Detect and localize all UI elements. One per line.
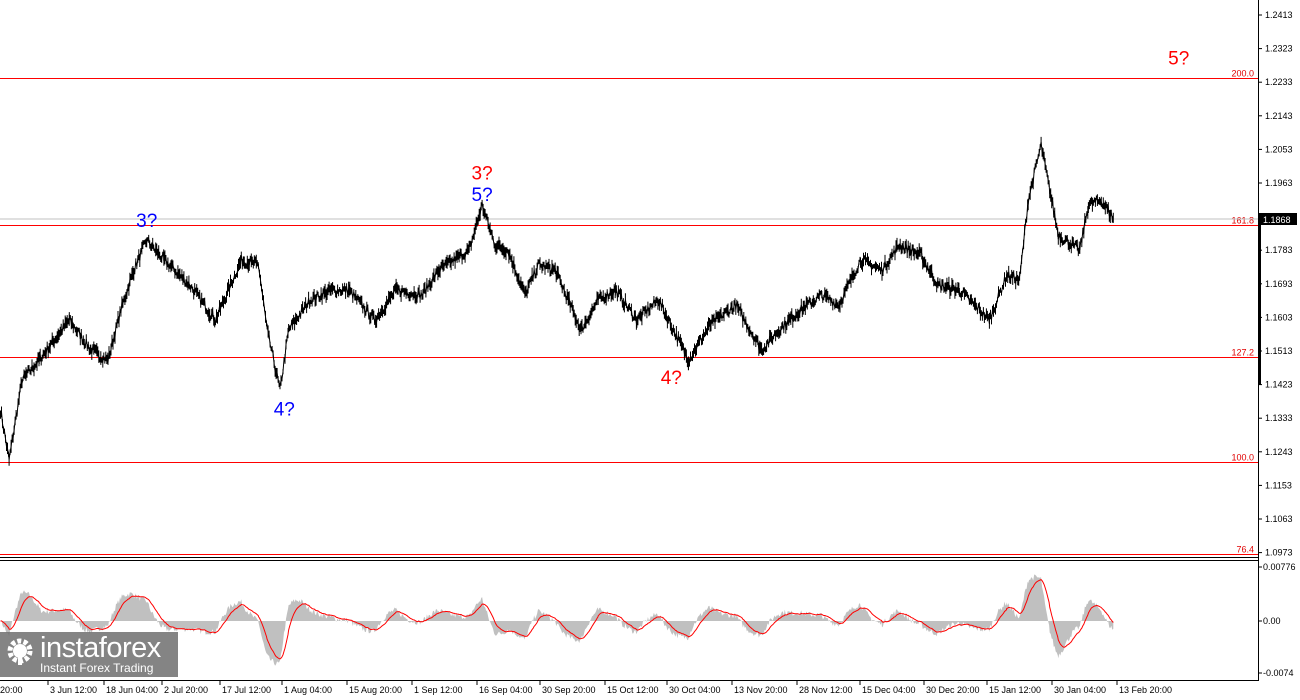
oscillator-signal-line <box>0 578 1114 660</box>
oscillator-panel <box>0 574 1114 666</box>
price-tick-label: 1.1063 <box>1265 514 1293 524</box>
fib-level-label: 100.0 <box>1231 453 1254 463</box>
oscillator-tick-label: 0.00776 <box>1263 562 1296 572</box>
time-tick-label: 1 Aug 04:00 <box>284 685 332 695</box>
oscillator-tick-label: -0.0074 <box>1263 668 1294 678</box>
instaforex-logo: instaforex Instant Forex Trading <box>0 632 178 677</box>
time-tick-label: 16 Sep 04:00 <box>479 685 533 695</box>
wave-labels: 3?4?5?3?4?5? <box>136 49 1189 421</box>
time-tick-label: 3 Jun 12:00 <box>50 685 97 695</box>
price-tick-label: 1.1783 <box>1265 245 1293 255</box>
time-tick-label: 28 Nov 12:00 <box>799 685 853 695</box>
time-tick-label: 13 Feb 20:00 <box>1119 685 1172 695</box>
fib-level-label: 127.2 <box>1231 348 1254 358</box>
time-tick-label: 15 Aug 20:00 <box>349 685 402 695</box>
price-series <box>0 136 1114 466</box>
price-tick-label: 1.2143 <box>1265 111 1293 121</box>
wave-label: 5? <box>472 185 493 206</box>
time-tick-label: 20:00 <box>0 685 23 695</box>
time-tick-label: 30 Jan 04:00 <box>1054 685 1106 695</box>
oscillator-histogram <box>0 574 1114 666</box>
price-scroll-bar <box>1258 225 1261 385</box>
price-tick-label: 1.1963 <box>1265 178 1293 188</box>
wave-label: 5? <box>1168 49 1189 70</box>
time-tick-label: 18 Jun 04:00 <box>106 685 158 695</box>
price-tick-label: 1.1513 <box>1265 346 1293 356</box>
time-tick-label: 15 Jan 12:00 <box>989 685 1041 695</box>
time-tick-label: 2 Jul 20:00 <box>164 685 208 695</box>
fibonacci-levels: 200.0 161.8 127.2 100.0 76.4 <box>0 69 1258 558</box>
time-tick-label: 15 Dec 04:00 <box>862 685 916 695</box>
price-axis[interactable]: 1.2413 1.2323 1.2233 1.2143 1.2053 1.1963 1.17… <box>1258 10 1293 558</box>
fib-level-label: 200.0 <box>1231 69 1254 79</box>
price-tick-label: 1.1423 <box>1265 380 1293 390</box>
time-tick-label: 30 Oct 04:00 <box>669 685 721 695</box>
gear-logo-icon <box>7 638 33 665</box>
price-tick-label: 1.1693 <box>1265 279 1293 289</box>
price-tick-label: 1.2233 <box>1265 77 1293 87</box>
time-tick-label: 1 Sep 12:00 <box>414 685 463 695</box>
price-tick-label: 1.2323 <box>1265 44 1293 54</box>
time-axis[interactable]: 20:00 3 Jun 12:00 18 Jun 04:00 2 Jul 20:00 1… <box>0 681 1172 695</box>
time-tick-label: 17 Jul 12:00 <box>222 685 271 695</box>
price-tick-label: 1.2053 <box>1265 144 1293 154</box>
price-tick-label: 1.2413 <box>1265 10 1293 20</box>
fib-level-label: 76.4 <box>1236 545 1254 555</box>
current-price-marker <box>1259 213 1297 225</box>
fib-level-label: 161.8 <box>1231 216 1254 226</box>
wave-label: 3? <box>472 164 493 185</box>
oscillator-tick-label: 0.00 <box>1263 616 1281 626</box>
wave-label: 4? <box>274 400 295 421</box>
wave-label: 3? <box>136 211 157 232</box>
price-bars <box>0 136 1114 466</box>
time-tick-label: 30 Sep 20:00 <box>542 685 596 695</box>
time-tick-label: 15 Oct 12:00 <box>607 685 659 695</box>
logo-brand: instaforex <box>40 632 161 664</box>
price-tick-label: 1.1333 <box>1265 413 1293 423</box>
time-tick-label: 30 Dec 20:00 <box>926 685 980 695</box>
time-tick-label: 13 Nov 20:00 <box>734 685 788 695</box>
price-tick-label: 1.1153 <box>1265 480 1292 490</box>
wave-label: 4? <box>661 368 682 389</box>
price-tick-label: 1.0973 <box>1265 548 1293 558</box>
price-line <box>0 141 1114 460</box>
price-tick-label: 1.1243 <box>1265 447 1293 457</box>
logo-tagline: Instant Forex Trading <box>40 661 154 675</box>
price-tick-label: 1.1603 <box>1265 312 1293 322</box>
oscillator-axis: 0.00776 0.00 -0.0074 <box>1258 562 1296 678</box>
current-price-label: 1.1868 <box>1263 215 1291 225</box>
